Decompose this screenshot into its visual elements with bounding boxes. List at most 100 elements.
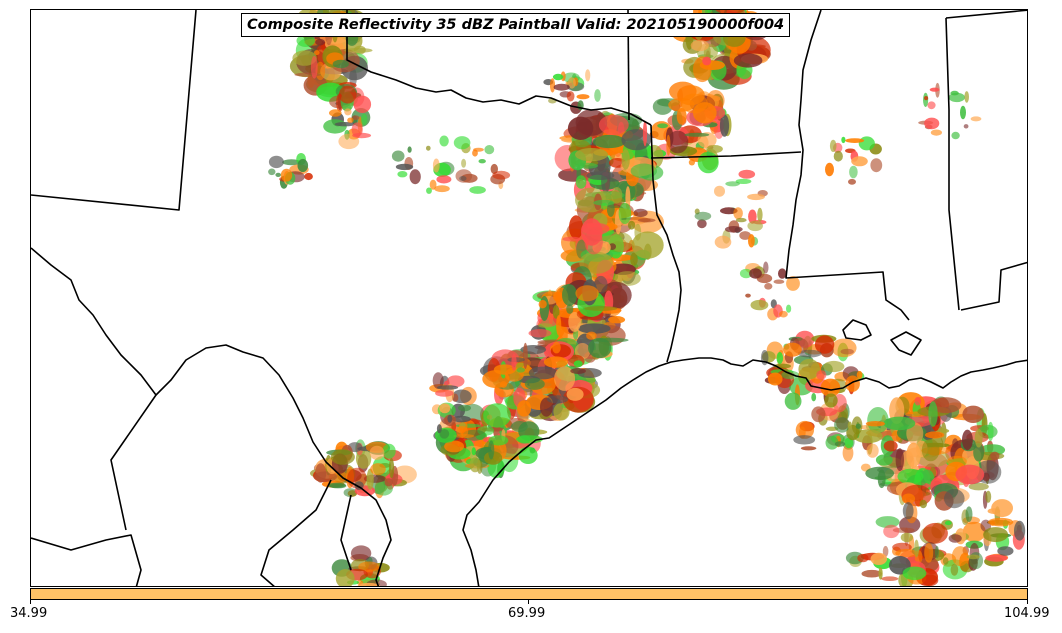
reflectivity-blob	[845, 375, 860, 392]
reflectivity-blob	[562, 236, 581, 242]
reflectivity-blob	[882, 545, 889, 557]
reflectivity-blob	[834, 417, 850, 433]
delta-detail-2	[890, 331, 922, 356]
reflectivity-blob	[900, 532, 914, 543]
reflectivity-blob	[444, 440, 465, 453]
reflectivity-blob	[929, 87, 940, 92]
reflectivity-blob	[314, 50, 320, 56]
reflectivity-blob	[706, 145, 723, 153]
reflectivity-blob	[573, 360, 583, 368]
reflectivity-blob	[985, 490, 992, 503]
reflectivity-blob	[366, 468, 374, 490]
reflectivity-blob	[397, 171, 408, 178]
rio-grande	[31, 247, 392, 586]
reflectivity-blob	[720, 207, 738, 215]
reflectivity-blob	[351, 122, 363, 137]
reflectivity-blob	[948, 534, 962, 543]
reflectivity-blob	[338, 85, 357, 104]
reflectivity-blob	[924, 96, 929, 101]
reflectivity-blob	[684, 132, 710, 137]
reflectivity-blob	[606, 201, 615, 217]
reflectivity-blob	[594, 89, 601, 102]
reflectivity-blob	[928, 401, 938, 427]
reflectivity-blob	[974, 428, 983, 448]
reflectivity-blob	[338, 133, 360, 150]
reflectivity-blob	[883, 416, 916, 431]
reflectivity-blob	[446, 375, 465, 388]
reflectivity-blob	[719, 114, 730, 137]
reflectivity-blob	[553, 83, 570, 91]
mexico-border-2	[110, 394, 157, 531]
reflectivity-blob	[680, 93, 708, 114]
nm-border	[31, 10, 197, 211]
reflectivity-blob	[579, 251, 613, 274]
map-title: Composite Reflectivity 35 dBZ Paintball …	[241, 13, 791, 37]
reflectivity-blob	[883, 440, 898, 452]
reflectivity-blob	[690, 40, 709, 52]
reflectivity-blob	[776, 352, 784, 364]
reflectivity-blob	[347, 117, 354, 123]
reflectivity-blob	[630, 252, 638, 266]
reflectivity-blob	[528, 329, 552, 338]
reflectivity-blob	[353, 95, 372, 114]
reflectivity-blob	[350, 545, 372, 561]
reflectivity-blob	[748, 209, 757, 224]
reflectivity-blob	[714, 235, 732, 249]
reflectivity-blob	[842, 444, 854, 462]
reflectivity-blob	[875, 454, 893, 466]
al-ga-border	[945, 10, 1027, 19]
reflectivity-blob	[786, 276, 800, 291]
colorbar-tick-label-max: 104.99	[1004, 606, 1050, 621]
reflectivity-blob	[473, 147, 484, 152]
reflectivity-blob	[518, 446, 538, 464]
reflectivity-blob	[469, 457, 481, 473]
reflectivity-blob	[323, 119, 347, 134]
mexico-border-1	[31, 534, 142, 586]
reflectivity-blob	[594, 275, 608, 294]
reflectivity-blob	[831, 338, 857, 358]
reflectivity-blob	[330, 449, 355, 465]
reflectivity-blob	[795, 420, 815, 439]
reflectivity-blob	[987, 421, 994, 442]
reflectivity-blob	[851, 156, 868, 167]
reflectivity-blob	[543, 356, 569, 368]
reflectivity-blob	[724, 226, 743, 233]
reflectivity-blob	[384, 478, 393, 487]
reflectivity-blob	[714, 185, 725, 197]
reflectivity-blob	[773, 279, 785, 284]
reflectivity-blob	[633, 208, 648, 218]
reflectivity-blob	[459, 176, 467, 181]
reflectivity-blob	[614, 271, 641, 286]
reflectivity-blob	[357, 582, 380, 586]
reflectivity-blob	[811, 406, 826, 423]
reflectivity-blob	[900, 450, 915, 474]
reflectivity-blob	[523, 342, 528, 369]
reflectivity-blob	[861, 569, 883, 578]
reflectivity-blob	[966, 554, 980, 560]
reflectivity-blob	[857, 553, 869, 563]
reflectivity-blob	[845, 138, 865, 144]
reflectivity-blob	[358, 561, 380, 572]
reflectivity-blob	[576, 94, 590, 100]
reflectivity-blob	[552, 305, 560, 319]
reflectivity-blob	[849, 165, 858, 179]
reflectivity-blob	[552, 73, 564, 81]
reflectivity-blob	[528, 366, 558, 380]
reflectivity-blob	[546, 395, 569, 404]
reflectivity-blob	[488, 435, 509, 446]
reflectivity-blob	[825, 162, 834, 177]
state-borders	[31, 10, 1027, 586]
reflectivity-blob	[666, 134, 671, 156]
reflectivity-blob	[538, 323, 553, 328]
reflectivity-blob	[930, 129, 943, 136]
ar-la-border	[650, 151, 802, 159]
reflectivity-blob	[793, 435, 816, 445]
reflectivity-blob	[461, 173, 478, 183]
reflectivity-blob	[824, 393, 838, 408]
reflectivity-blob	[814, 335, 835, 354]
reflectivity-blob	[944, 520, 952, 526]
reflectivity-blob	[867, 407, 889, 434]
reflectivity-blob	[924, 117, 940, 130]
reflectivity-blob	[592, 134, 626, 149]
reflectivity-blob	[922, 522, 948, 544]
